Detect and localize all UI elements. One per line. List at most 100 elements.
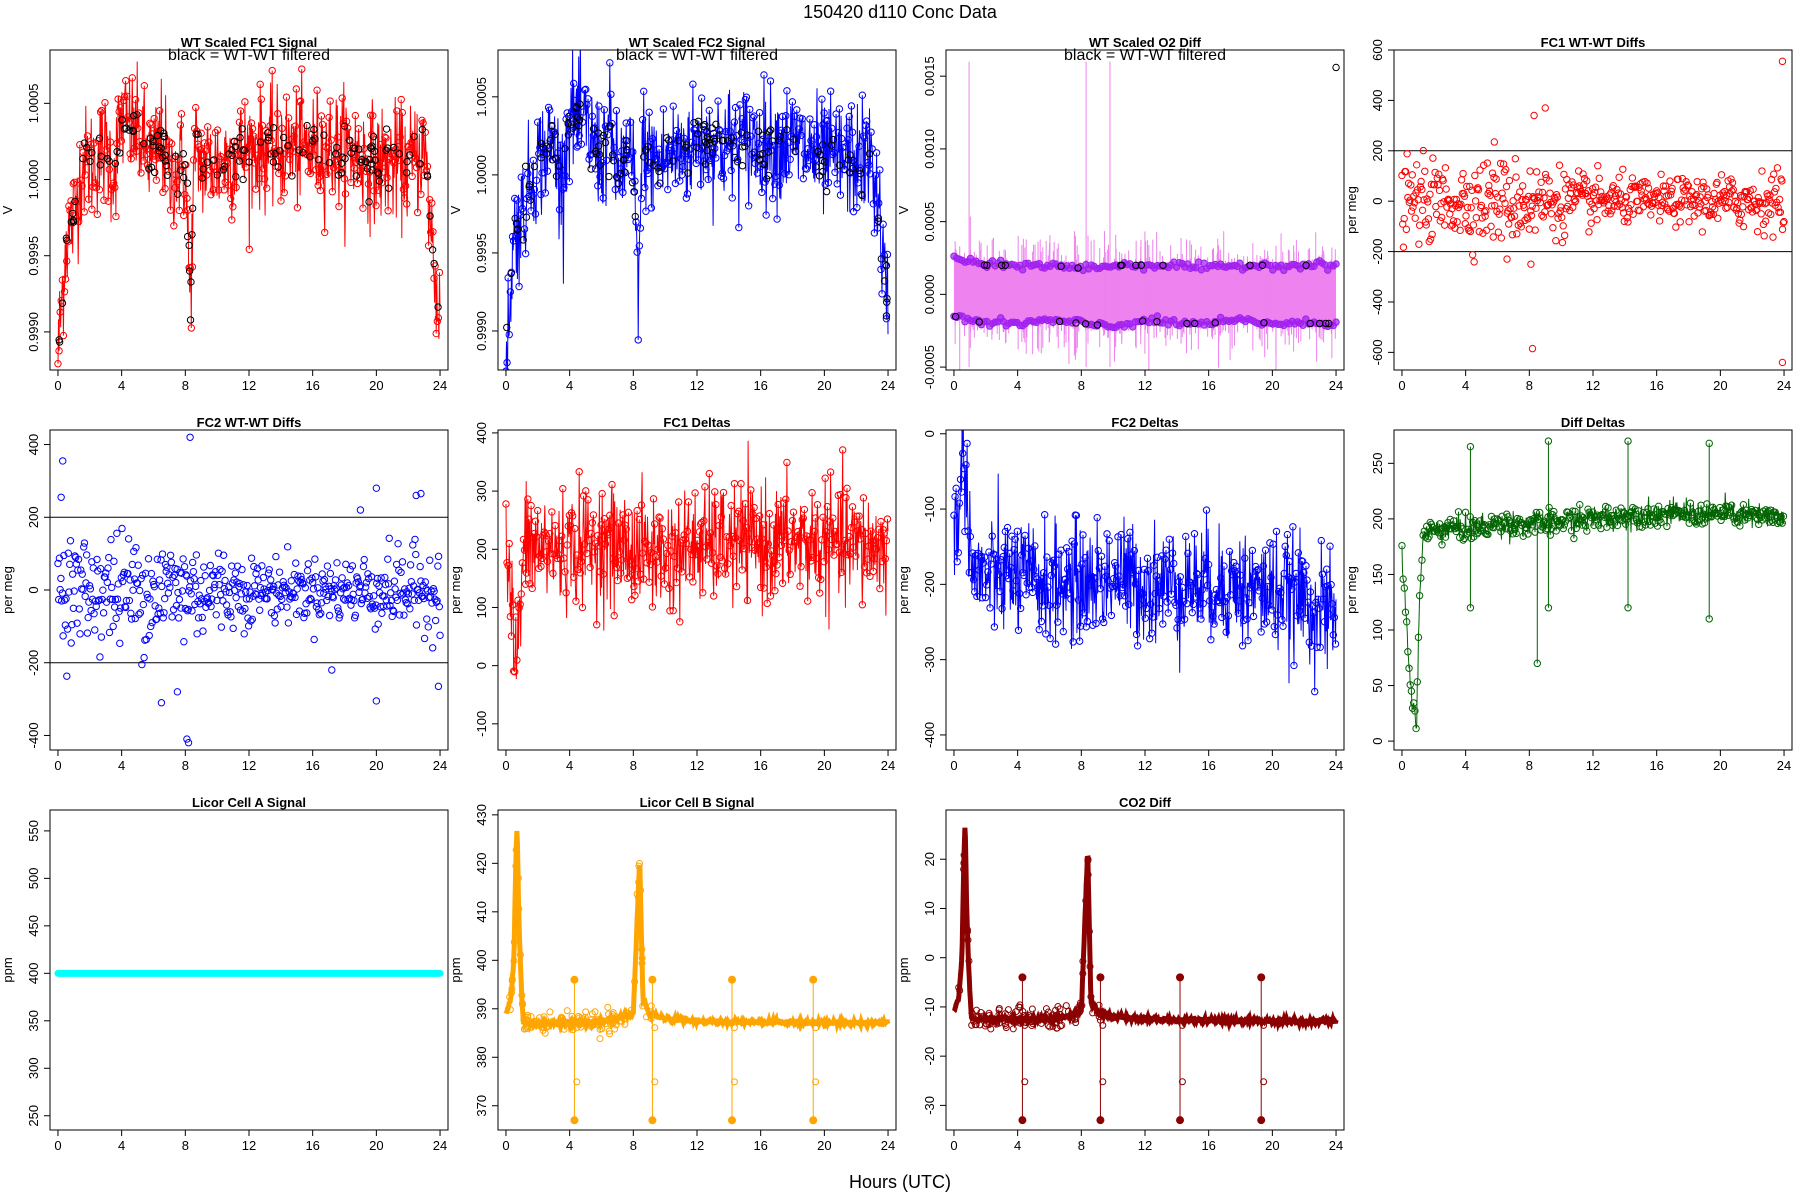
y-axis-label: per meg <box>0 566 15 614</box>
filtered-point <box>309 137 317 145</box>
data-point <box>655 145 663 153</box>
data-point <box>1631 505 1639 513</box>
data-point <box>141 569 150 578</box>
data-point <box>1267 573 1275 582</box>
filtered-point <box>682 141 691 149</box>
data-point <box>162 145 170 154</box>
data-point <box>200 563 208 571</box>
data-point <box>1488 169 1497 177</box>
data-point <box>1260 620 1269 628</box>
data-point <box>1551 521 1559 530</box>
data-point <box>1532 168 1541 176</box>
data-point <box>1519 532 1527 540</box>
data-point <box>1401 167 1410 176</box>
data-point <box>1411 214 1419 222</box>
filtered-point <box>1001 261 1009 269</box>
data-point <box>1053 1024 1061 1032</box>
data-point <box>1073 565 1082 573</box>
data-point <box>1580 174 1589 183</box>
x-tick-label: 20 <box>817 758 831 773</box>
data-point <box>57 597 66 605</box>
data-point <box>987 1025 995 1033</box>
data-point <box>339 585 347 593</box>
data-point <box>508 985 516 993</box>
filtered-point <box>845 168 854 176</box>
data-point <box>1304 598 1312 606</box>
data-point <box>524 169 532 178</box>
data-point <box>995 1006 1003 1014</box>
data-point <box>836 191 845 199</box>
data-point <box>684 498 693 506</box>
data-point <box>533 506 542 515</box>
data-point <box>1457 176 1466 184</box>
filtered-point <box>276 147 284 155</box>
data-point <box>642 207 650 215</box>
data-point <box>1166 565 1175 574</box>
filtered-point <box>389 143 398 152</box>
data-point <box>559 185 567 193</box>
data-point <box>1632 515 1640 524</box>
data-point <box>506 1006 514 1014</box>
data-point <box>540 1013 548 1021</box>
data-point <box>783 87 791 95</box>
data-point <box>115 107 123 116</box>
data-point <box>1703 500 1711 508</box>
data-point <box>634 894 642 902</box>
data-point <box>1020 571 1028 580</box>
data-point <box>857 525 865 534</box>
data-point <box>312 166 320 174</box>
data-point <box>787 538 795 546</box>
data-point <box>609 554 617 563</box>
data-point <box>791 538 800 546</box>
data-point <box>1617 504 1625 512</box>
data-point <box>561 568 569 576</box>
data-point <box>842 494 850 502</box>
data-point <box>1225 547 1234 556</box>
data-point <box>181 604 190 613</box>
data-point <box>809 1116 818 1125</box>
data-point <box>359 562 368 571</box>
data-point <box>201 147 210 155</box>
data-point <box>68 570 77 578</box>
data-point <box>1284 573 1293 582</box>
data-point <box>1733 199 1742 207</box>
filtered-point <box>705 139 714 147</box>
data-point <box>1644 505 1652 513</box>
data-point <box>1527 211 1536 220</box>
data-point <box>833 540 841 548</box>
data-point <box>647 1011 655 1019</box>
data-point <box>762 563 770 571</box>
data-point <box>658 525 666 533</box>
data-point <box>173 177 181 186</box>
data-point <box>1045 601 1053 610</box>
data-point <box>1587 219 1595 227</box>
data-point <box>556 555 565 563</box>
x-tick-label: 12 <box>242 378 256 393</box>
y-tick-label: 0 <box>922 430 937 437</box>
data-point <box>1061 575 1070 583</box>
data-point <box>597 521 605 529</box>
data-point <box>296 97 305 105</box>
filtered-point <box>694 130 702 138</box>
x-tick-label: 8 <box>1078 758 1085 773</box>
data-point <box>591 1008 599 1016</box>
data-point <box>1772 184 1780 193</box>
data-point <box>1258 594 1266 602</box>
data-point <box>786 155 794 163</box>
data-point <box>1024 544 1032 553</box>
data-point <box>1408 171 1416 179</box>
data-point <box>861 121 870 130</box>
data-point <box>1471 197 1480 205</box>
data-point <box>1064 1008 1072 1016</box>
data-point <box>125 596 134 605</box>
data-point <box>1520 203 1528 212</box>
data-point <box>1720 512 1729 520</box>
data-point <box>1737 210 1746 219</box>
data-point <box>1627 201 1635 209</box>
data-point <box>247 119 256 127</box>
x-tick-label: 24 <box>881 758 895 773</box>
data-point <box>1124 535 1132 543</box>
data-point <box>1755 520 1763 529</box>
data-point <box>1167 590 1176 598</box>
data-point <box>1085 928 1093 936</box>
